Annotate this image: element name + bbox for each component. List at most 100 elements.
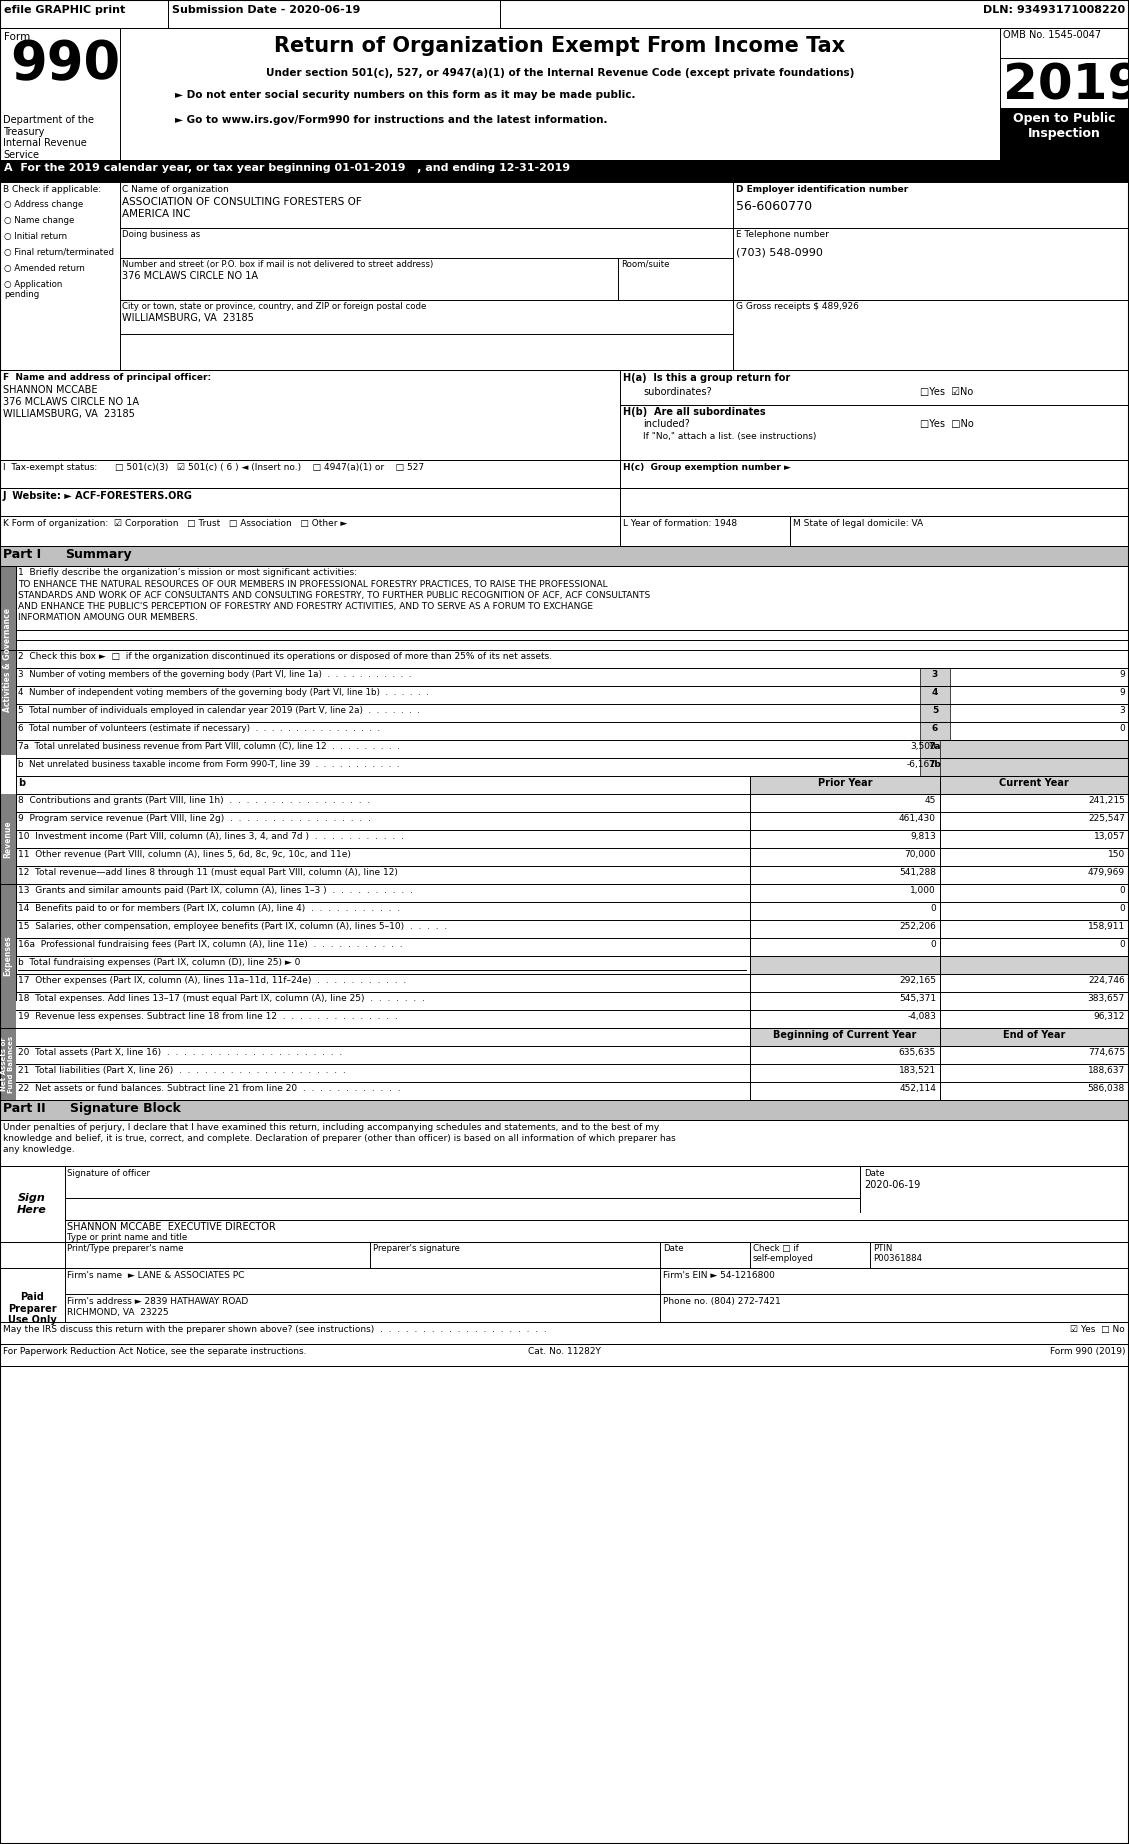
Bar (16, 920, 1129, 939)
Text: SHANNON MCCABE: SHANNON MCCABE (3, 385, 97, 395)
Text: 225,547: 225,547 (1088, 813, 1124, 822)
Text: 22  Net assets or fund balances. Subtract line 21 from line 20  .  .  .  .  .  .: 22 Net assets or fund balances. Subtract… (18, 1084, 401, 1093)
Bar (940, 1027, 1128, 1046)
Text: H(c)  Group exemption number ►: H(c) Group exemption number ► (623, 463, 791, 472)
Text: 12  Total revenue—add lines 8 through 11 (must equal Part VIII, column (A), line: 12 Total revenue—add lines 8 through 11 … (18, 869, 397, 878)
Bar (0, 371, 1129, 459)
Bar (0, 1344, 1129, 1366)
Text: 96,312: 96,312 (1094, 1012, 1124, 1022)
Bar (16, 974, 1129, 992)
Text: 0: 0 (1119, 904, 1124, 913)
Text: 188,637: 188,637 (1087, 1066, 1124, 1075)
Text: Under section 501(c), 527, or 4947(a)(1) of the Internal Revenue Code (except pr: Under section 501(c), 527, or 4947(a)(1)… (265, 68, 855, 77)
Bar (16, 902, 1129, 920)
Bar (940, 776, 1128, 795)
Text: ☑ Yes  □ No: ☑ Yes □ No (1070, 1326, 1124, 1333)
Bar (0, 0, 1129, 28)
Text: Signature Block: Signature Block (70, 1103, 181, 1116)
Bar (16, 686, 1129, 704)
Text: 13  Grants and similar amounts paid (Part IX, column (A), lines 1–3 )  .  .  .  : 13 Grants and similar amounts paid (Part… (18, 885, 413, 894)
Text: WILLIAMSBURG, VA  23185: WILLIAMSBURG, VA 23185 (122, 313, 254, 323)
Text: efile GRAPHIC print: efile GRAPHIC print (5, 6, 125, 15)
Text: ○ Final return/terminated: ○ Final return/terminated (5, 247, 114, 256)
Text: 586,038: 586,038 (1087, 1084, 1124, 1093)
Text: Print/Type preparer's name: Print/Type preparer's name (67, 1245, 184, 1254)
Text: 3,500: 3,500 (910, 741, 936, 751)
Text: L Year of formation: 1948: L Year of formation: 1948 (623, 518, 737, 527)
Text: 252,206: 252,206 (899, 922, 936, 931)
Text: ○ Amended return: ○ Amended return (5, 264, 85, 273)
Text: Form: Form (5, 31, 30, 42)
Text: G Gross receipts $ 489,926: G Gross receipts $ 489,926 (736, 302, 859, 312)
Text: AND ENHANCE THE PUBLIC'S PERCEPTION OF FORESTRY AND FORESTRY ACTIVITIES, AND TO : AND ENHANCE THE PUBLIC'S PERCEPTION OF F… (18, 601, 593, 610)
Bar (0, 489, 1129, 516)
Text: Return of Organization Exempt From Income Tax: Return of Organization Exempt From Incom… (274, 37, 846, 55)
Text: Cat. No. 11282Y: Cat. No. 11282Y (528, 1346, 601, 1355)
Bar (65, 1294, 1129, 1322)
Text: any knowledge.: any knowledge. (3, 1145, 75, 1154)
Text: P00361884: P00361884 (873, 1254, 922, 1263)
Bar (0, 183, 1129, 371)
Text: Check □ if: Check □ if (753, 1245, 798, 1254)
Bar (16, 704, 1129, 723)
Bar (16, 1027, 1129, 1046)
Text: 150: 150 (1108, 850, 1124, 859)
Text: -6,161: -6,161 (907, 760, 936, 769)
Text: City or town, state or province, country, and ZIP or foreign postal code: City or town, state or province, country… (122, 302, 427, 312)
Text: F  Name and address of principal officer:: F Name and address of principal officer: (3, 372, 211, 382)
Text: Department of the
Treasury
Internal Revenue
Service: Department of the Treasury Internal Reve… (3, 114, 94, 160)
Text: 56-6060770: 56-6060770 (736, 199, 812, 214)
Text: Open to Public
Inspection: Open to Public Inspection (1013, 112, 1115, 140)
Bar (16, 867, 1129, 883)
Bar (16, 1064, 1129, 1082)
Text: 6  Total number of volunteers (estimate if necessary)  .  .  .  .  .  .  .  .  .: 6 Total number of volunteers (estimate i… (18, 725, 380, 734)
Text: 1  Briefly describe the organization’s mission or most significant activities:: 1 Briefly describe the organization’s mi… (18, 568, 357, 577)
Text: ○ Application
pending: ○ Application pending (5, 280, 62, 299)
Bar (16, 739, 1129, 758)
Text: Doing business as: Doing business as (122, 230, 200, 240)
Text: 8  Contributions and grants (Part VIII, line 1h)  .  .  .  .  .  .  .  .  .  .  : 8 Contributions and grants (Part VIII, l… (18, 797, 370, 806)
Bar (0, 795, 16, 883)
Bar (920, 704, 949, 723)
Text: knowledge and belief, it is true, correct, and complete. Declaration of preparer: knowledge and belief, it is true, correc… (3, 1134, 676, 1143)
Text: 15  Salaries, other compensation, employee benefits (Part IX, column (A), lines : 15 Salaries, other compensation, employe… (18, 922, 447, 931)
Text: Revenue: Revenue (3, 821, 12, 857)
Text: ○ Name change: ○ Name change (5, 216, 75, 225)
Text: ○ Initial return: ○ Initial return (5, 232, 67, 242)
Text: Date: Date (663, 1245, 684, 1254)
Text: 0: 0 (1119, 725, 1124, 734)
Bar (16, 795, 1129, 811)
Text: May the IRS discuss this return with the preparer shown above? (see instructions: May the IRS discuss this return with the… (3, 1326, 546, 1333)
Text: 479,969: 479,969 (1088, 869, 1124, 878)
Text: 3  Number of voting members of the governing body (Part VI, line 1a)  .  .  .  .: 3 Number of voting members of the govern… (18, 669, 411, 679)
Text: Firm's address ► 2839 HATHAWAY ROAD: Firm's address ► 2839 HATHAWAY ROAD (67, 1296, 248, 1306)
Text: 14  Benefits paid to or for members (Part IX, column (A), line 4)  .  .  .  .  .: 14 Benefits paid to or for members (Part… (18, 904, 400, 913)
Text: Net Assets or
Fund Balances: Net Assets or Fund Balances (1, 1036, 15, 1092)
Text: included?: included? (644, 419, 690, 430)
Text: 3: 3 (931, 669, 938, 679)
Text: (703) 548-0990: (703) 548-0990 (736, 247, 823, 258)
Bar (0, 1165, 1129, 1243)
Text: 452,114: 452,114 (899, 1084, 936, 1093)
Text: b  Total fundraising expenses (Part IX, column (D), line 25) ► 0: b Total fundraising expenses (Part IX, c… (18, 959, 300, 966)
Text: Sign
Here: Sign Here (17, 1193, 47, 1215)
Bar (65, 1269, 1129, 1294)
Text: 635,635: 635,635 (899, 1047, 936, 1057)
Text: 0: 0 (930, 904, 936, 913)
Text: RICHMOND, VA  23225: RICHMOND, VA 23225 (67, 1307, 168, 1317)
Text: C Name of organization: C Name of organization (122, 184, 229, 194)
Text: ► Do not enter social security numbers on this form as it may be made public.: ► Do not enter social security numbers o… (175, 90, 636, 100)
Bar (0, 1294, 65, 1322)
Text: Firm's EIN ► 54-1216800: Firm's EIN ► 54-1216800 (663, 1271, 774, 1280)
Text: ○ Address change: ○ Address change (5, 199, 84, 208)
Text: 224,746: 224,746 (1088, 975, 1124, 985)
Bar (1000, 109, 1128, 160)
Text: 5  Total number of individuals employed in calendar year 2019 (Part V, line 2a) : 5 Total number of individuals employed i… (18, 706, 420, 715)
Bar (920, 723, 949, 739)
Bar (0, 1101, 1129, 1119)
Text: Firm's name  ► LANE & ASSOCIATES PC: Firm's name ► LANE & ASSOCIATES PC (67, 1271, 244, 1280)
Text: Submission Date - 2020-06-19: Submission Date - 2020-06-19 (172, 6, 360, 15)
Text: ASSOCIATION OF CONSULTING FORESTERS OF: ASSOCIATION OF CONSULTING FORESTERS OF (122, 197, 361, 207)
Bar (920, 668, 949, 686)
Text: Preparer's signature: Preparer's signature (373, 1245, 460, 1254)
